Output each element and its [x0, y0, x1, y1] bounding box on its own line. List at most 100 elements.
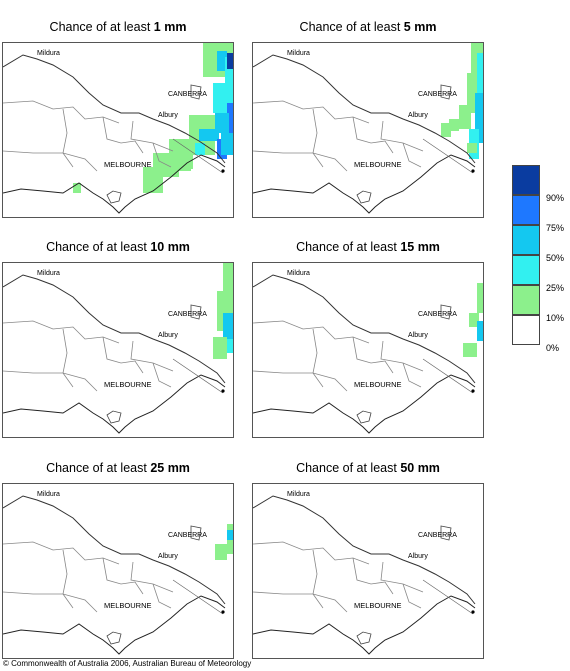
copyright-footer: © Commonwealth of Australia 2006, Austra… — [3, 659, 252, 668]
state-border — [253, 495, 476, 605]
legend-swatch-75-90 — [512, 195, 540, 225]
district-boundary — [3, 150, 98, 172]
point-marker — [221, 610, 225, 614]
rainfall-cell — [467, 73, 477, 113]
district-boundary — [402, 142, 422, 168]
district-boundary — [102, 557, 144, 595]
coastline — [253, 595, 476, 655]
rainfall-cell — [73, 183, 81, 193]
district-boundary — [352, 557, 394, 595]
rainfall-map: Mildura CANBERRA Albury MELBOURNE — [252, 483, 484, 659]
district-boundary — [312, 108, 324, 168]
city-label-albury: Albury — [158, 112, 178, 119]
district-boundary — [3, 591, 98, 613]
legend-swatch-90-100 — [512, 165, 540, 195]
legend-label-25: 25% — [546, 283, 565, 293]
legend-swatch-25-50 — [512, 255, 540, 285]
state-border — [253, 274, 476, 384]
rainfall-map: Mildura CANBERRA Albury MELBOURNE — [2, 483, 234, 659]
district-boundary — [402, 583, 422, 609]
rainfall-cell — [143, 167, 163, 193]
state-line — [422, 579, 474, 615]
rainfall-cells — [441, 43, 483, 159]
panel-title: Chance of at least 5 mm — [299, 20, 437, 34]
rainfall-cell — [225, 57, 233, 107]
rainfall-cell — [199, 129, 219, 141]
rainfall-map: Mildura CANBERRA Albury MELBOURNE — [2, 262, 234, 438]
panel-title: Chance of at least 1 mm — [49, 20, 187, 34]
port-phillip-bay — [356, 410, 372, 424]
rainfall-map: Mildura CANBERRA Albury MELBOURNE — [252, 262, 484, 438]
act-border — [190, 84, 202, 100]
coastline — [3, 154, 226, 214]
map-canvas — [253, 274, 483, 434]
rainfall-map: Mildura CANBERRA Albury MELBOURNE — [252, 42, 484, 218]
state-border — [3, 274, 226, 384]
district-boundary — [130, 340, 174, 372]
state-line — [422, 138, 474, 174]
legend-label-50: 50% — [546, 253, 565, 263]
rainfall-cells — [73, 43, 233, 193]
city-label-albury: Albury — [408, 553, 428, 560]
city-label-mildura: Mildura — [287, 270, 310, 277]
rainfall-cell — [227, 339, 233, 353]
act-border — [440, 525, 452, 541]
district-boundary — [352, 116, 394, 154]
coastline — [3, 374, 226, 434]
city-label-mildura: Mildura — [287, 491, 310, 498]
rainfall-cell — [469, 313, 479, 327]
city-label-mildura: Mildura — [287, 50, 310, 57]
point-marker — [471, 610, 475, 614]
map-canvas — [3, 263, 233, 434]
district-boundary — [380, 561, 424, 593]
legend-label-0: 0% — [546, 343, 560, 353]
rainfall-cell — [227, 103, 233, 135]
act-border — [440, 304, 452, 320]
rainfall-cells — [215, 524, 233, 560]
rainfall-map: Mildura CANBERRA Albury MELBOURNE — [2, 42, 234, 218]
rainfall-cell — [227, 53, 233, 69]
district-boundary — [102, 116, 144, 154]
district-boundary — [152, 142, 172, 168]
legend-label-10: 10% — [546, 313, 565, 323]
district-boundary — [102, 336, 144, 374]
rainfall-cell — [441, 123, 451, 137]
city-label-melbourne: MELBOURNE — [354, 160, 402, 169]
district-boundary — [312, 549, 324, 609]
point-marker — [221, 169, 225, 173]
map-canvas — [3, 43, 233, 214]
act-border — [190, 304, 202, 320]
district-boundary — [130, 120, 174, 152]
port-phillip-bay — [106, 410, 122, 424]
district-boundary — [62, 328, 74, 388]
panel-title: Chance of at least 10 mm — [46, 240, 190, 254]
map-canvas — [3, 495, 233, 655]
city-label-melbourne: MELBOURNE — [354, 380, 402, 389]
point-marker — [221, 389, 225, 393]
rainfall-cell — [463, 343, 477, 357]
district-boundary — [380, 120, 424, 152]
panel-title: Chance of at least 25 mm — [46, 461, 190, 475]
district-boundary — [62, 549, 74, 609]
city-label-canberra: CANBERRA — [418, 91, 457, 98]
state-border — [3, 495, 226, 605]
city-label-mildura: Mildura — [37, 50, 60, 57]
rainfall-cells — [213, 263, 233, 359]
act-border — [190, 525, 202, 541]
city-label-canberra: CANBERRA — [168, 311, 207, 318]
legend-label-75: 75% — [546, 223, 565, 233]
legend-swatch-10-25 — [512, 285, 540, 315]
rainfall-cell — [215, 544, 227, 560]
rainfall-cell — [195, 143, 205, 155]
city-label-canberra: CANBERRA — [418, 311, 457, 318]
city-label-mildura: Mildura — [37, 491, 60, 498]
rainfall-cell — [215, 113, 229, 133]
city-label-canberra: CANBERRA — [168, 91, 207, 98]
legend-label-90: 90% — [546, 193, 565, 203]
district-boundary — [312, 328, 324, 388]
rainfall-cell — [227, 530, 233, 540]
state-line — [172, 358, 224, 394]
port-phillip-bay — [356, 190, 372, 204]
district-boundary — [3, 370, 98, 392]
city-label-canberra: CANBERRA — [168, 532, 207, 539]
